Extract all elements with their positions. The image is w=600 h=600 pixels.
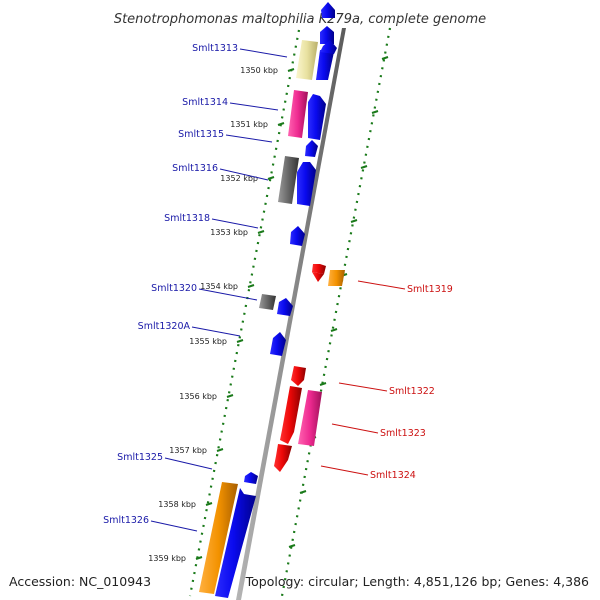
gene-arrow[interactable]: [270, 332, 286, 356]
map-title: Stenotrophomonas maltophilia K279a, comp…: [114, 12, 486, 27]
kbp-label: 1357 kbp: [169, 446, 207, 455]
label-leader-line: [357, 280, 406, 290]
gene-arrow[interactable]: [320, 26, 334, 44]
gene-arrow[interactable]: [321, 2, 335, 18]
forward-gene-labels: Smlt1313 Smlt1314 Smlt1315 Smlt1316 Smlt1318…: [103, 43, 288, 532]
gene-label[interactable]: Smlt1313: [192, 43, 238, 54]
gene-arrow[interactable]: [320, 40, 337, 54]
ruler-tick: [257, 230, 265, 234]
ruler-tick: [267, 176, 275, 180]
label-leader-line: [225, 134, 273, 143]
gene-arrow[interactable]: [297, 162, 316, 206]
ruler-tick: [226, 394, 234, 398]
gene-arrow[interactable]: [290, 226, 305, 246]
gene-label[interactable]: Smlt1318: [164, 213, 210, 224]
genome-summary-text: Topology: circular; Length: 4,851,126 bp…: [245, 574, 589, 589]
gene-label[interactable]: Smlt1315: [178, 129, 224, 140]
gene-box[interactable]: [199, 482, 238, 594]
gene-label[interactable]: Smlt1314: [182, 97, 228, 108]
kbp-label: 1355 kbp: [189, 337, 227, 346]
label-leader-line: [150, 520, 198, 532]
label-leader-line: [338, 382, 388, 392]
ruler-tick: [216, 448, 224, 452]
gene-arrow[interactable]: [308, 94, 326, 140]
label-leader-line: [320, 465, 369, 476]
ruler-tick: [205, 502, 213, 506]
label-leader-line: [331, 423, 379, 434]
kbp-label: 1359 kbp: [148, 554, 186, 563]
kbp-label: 1358 kbp: [158, 500, 196, 509]
ruler-tick: [236, 339, 244, 343]
label-leader-line: [191, 326, 241, 337]
gene-label[interactable]: Smlt1322: [389, 386, 435, 397]
ruler-tick: [381, 56, 389, 60]
ruler-tick: [371, 110, 379, 114]
gene-label[interactable]: Smlt1326: [103, 515, 149, 526]
kbp-label: 1354 kbp: [200, 282, 238, 291]
gene-label[interactable]: Smlt1323: [380, 428, 426, 439]
gene-arrow[interactable]: [277, 298, 293, 316]
ruler-tick: [330, 328, 338, 332]
ruler-tick: [299, 490, 307, 494]
genome-backbone: [236, 28, 346, 600]
label-leader-line: [229, 102, 279, 111]
gene-label[interactable]: Smlt1320A: [138, 321, 191, 332]
gene-arrow[interactable]: [305, 140, 318, 157]
gene-box[interactable]: [296, 40, 318, 80]
label-leader-line: [211, 218, 259, 229]
kbp-label: 1350 kbp: [240, 66, 278, 75]
gene-arrow[interactable]: [312, 272, 324, 282]
ruler-tick: [288, 544, 296, 548]
reverse-gene-labels: Smlt1319 Smlt1322 Smlt1323 Smlt1324: [320, 280, 453, 481]
gene-features: [199, 2, 345, 598]
ruler-tick: [319, 382, 327, 386]
gene-label[interactable]: Smlt1320: [151, 283, 197, 294]
kbp-label: 1353 kbp: [210, 228, 248, 237]
label-leader-line: [219, 168, 269, 181]
gene-arrow[interactable]: [316, 50, 334, 80]
ruler-tick: [277, 122, 285, 126]
kbp-ruler: 1350 kbp 1351 kbp 1352 kbp 1353 kbp 1354 kbp…: [148, 56, 389, 563]
ruler-tick: [350, 219, 358, 223]
gene-label[interactable]: Smlt1324: [370, 470, 416, 481]
ruler-inner-dotted: [280, 27, 392, 597]
label-leader-line: [239, 48, 288, 58]
gene-label[interactable]: Smlt1325: [117, 452, 163, 463]
accession-text: Accession: NC_010943: [9, 574, 151, 589]
ruler-tick: [360, 165, 368, 169]
ruler-tick: [195, 556, 203, 560]
ruler-tick: [287, 68, 295, 72]
gene-box[interactable]: [328, 270, 345, 286]
kbp-label: 1356 kbp: [179, 392, 217, 401]
gene-arrow[interactable]: [215, 488, 256, 598]
label-leader-line: [164, 457, 213, 470]
kbp-label: 1351 kbp: [230, 120, 268, 129]
gene-box[interactable]: [278, 156, 299, 204]
gene-arrow[interactable]: [280, 386, 302, 444]
gene-box[interactable]: [288, 90, 308, 138]
gene-box[interactable]: [298, 390, 322, 446]
ruler-tick: [247, 284, 255, 288]
gene-arrow[interactable]: [244, 472, 258, 484]
gene-arrow[interactable]: [312, 264, 326, 274]
label-leader-line: [198, 288, 258, 301]
gene-label[interactable]: Smlt1316: [172, 163, 218, 174]
gene-box[interactable]: [259, 294, 276, 310]
gene-label[interactable]: Smlt1319: [407, 284, 453, 295]
gene-arrow[interactable]: [291, 366, 306, 386]
kbp-label: 1352 kbp: [220, 174, 258, 183]
gene-arrow[interactable]: [274, 444, 292, 472]
